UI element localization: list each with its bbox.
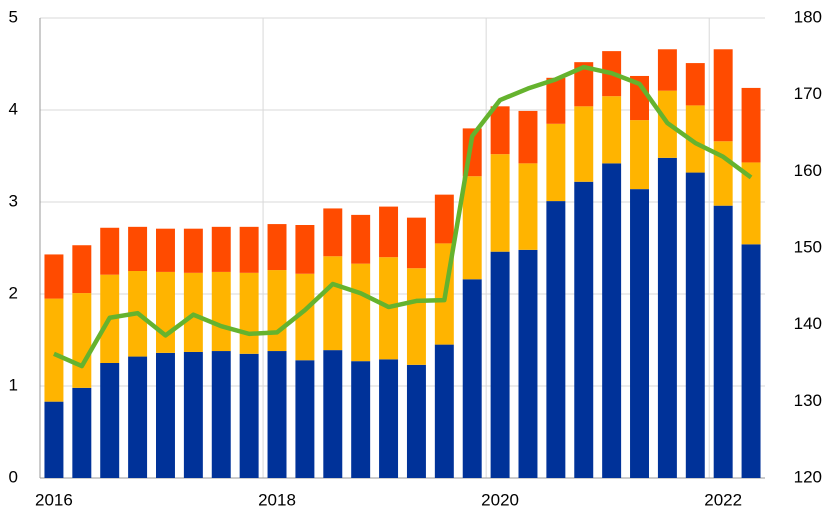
bar-segment xyxy=(490,106,510,155)
y2-tick-label: 180 xyxy=(794,7,822,26)
y-tick-label: 4 xyxy=(9,99,18,118)
bar-segment xyxy=(44,401,64,478)
bar-segment xyxy=(713,141,733,206)
bar-segment xyxy=(239,353,259,478)
bar-segment xyxy=(685,105,705,173)
bar-segment xyxy=(406,217,426,269)
bar-segment xyxy=(351,263,371,362)
bar-segment xyxy=(462,279,482,478)
bar-segment xyxy=(239,226,259,273)
y2-tick-label: 150 xyxy=(794,237,822,256)
bar-segment xyxy=(630,189,649,478)
y2-tick-label: 170 xyxy=(794,84,822,103)
y-tick-label: 1 xyxy=(9,375,18,394)
bar-segment xyxy=(462,176,482,280)
bar-segment xyxy=(546,201,566,478)
x-tick-label: 2016 xyxy=(35,490,73,509)
bar-segment xyxy=(434,194,454,244)
bar-segment xyxy=(490,251,510,478)
bar-segment xyxy=(183,272,203,352)
bar-segment xyxy=(630,120,649,190)
bar-segment xyxy=(323,350,343,478)
bar-segment xyxy=(741,87,761,163)
bar-segment xyxy=(602,163,622,479)
bar-segment xyxy=(128,226,148,271)
bar-segment xyxy=(602,96,622,164)
bar-segment xyxy=(295,273,315,361)
bar-segment xyxy=(100,227,120,275)
bar-segment xyxy=(713,49,733,142)
bar-segment xyxy=(657,49,677,91)
x-tick-label: 2022 xyxy=(704,490,742,509)
bar-segment xyxy=(44,254,64,299)
x-tick-label: 2020 xyxy=(481,490,519,509)
bar-segment xyxy=(741,244,761,478)
y2-tick-label: 120 xyxy=(794,467,822,486)
x-tick-label: 2018 xyxy=(258,490,296,509)
bar-segment xyxy=(574,106,594,182)
bar-segment xyxy=(267,351,287,478)
bar-segment xyxy=(490,154,510,252)
y2-tick-label: 140 xyxy=(794,314,822,333)
bar-segment xyxy=(546,77,566,124)
bar-segment xyxy=(546,123,566,202)
bar-segment xyxy=(239,272,259,354)
bar-segment xyxy=(323,208,343,257)
bar-segment xyxy=(128,356,148,478)
bar-segment xyxy=(406,268,426,365)
bar-segment xyxy=(323,256,343,351)
bar-segment xyxy=(295,225,315,274)
y2-tick-label: 160 xyxy=(794,161,822,180)
bar-segment xyxy=(183,351,203,478)
bar-segment xyxy=(267,224,287,271)
bar-segment xyxy=(379,359,399,478)
bar-segment xyxy=(434,344,454,478)
bar-segment xyxy=(295,360,315,478)
bar-segment xyxy=(72,387,92,478)
y2-tick-label: 130 xyxy=(794,391,822,410)
bar-segment xyxy=(211,226,231,272)
bar-segment xyxy=(351,214,371,264)
bar-segment xyxy=(267,270,287,352)
bar-segment xyxy=(156,271,175,353)
bar-segment xyxy=(685,172,705,478)
bar-segment xyxy=(657,157,677,478)
bar-segment xyxy=(100,363,120,478)
bar-segment xyxy=(44,298,64,402)
line xyxy=(53,64,753,369)
y-tick-label: 5 xyxy=(9,7,18,26)
bar-segment xyxy=(406,364,426,478)
bar-segment xyxy=(713,205,733,478)
bar-segment xyxy=(156,352,175,478)
bar-segment xyxy=(211,351,231,478)
bar-segment xyxy=(156,228,175,272)
bar-segment xyxy=(379,206,399,258)
bar-segment xyxy=(518,163,538,250)
bar-segment xyxy=(741,162,761,245)
bar-segment xyxy=(183,228,203,273)
y-tick-label: 3 xyxy=(9,191,18,210)
bar-segment xyxy=(211,271,231,352)
bar-segment xyxy=(518,249,538,478)
y-tick-label: 0 xyxy=(9,467,18,486)
bar-segment xyxy=(351,361,371,478)
bar-segment xyxy=(518,110,538,164)
bar-segment xyxy=(574,181,594,478)
bar-segment xyxy=(72,245,92,294)
bar-segment xyxy=(685,63,705,106)
bar-segment xyxy=(72,293,92,388)
bar-segment xyxy=(574,62,594,107)
y-tick-label: 2 xyxy=(9,283,18,302)
